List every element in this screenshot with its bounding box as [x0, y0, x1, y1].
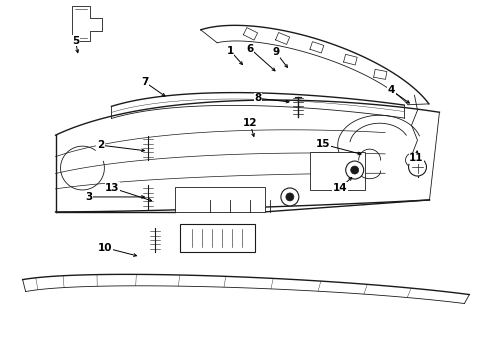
Text: 4: 4 [387, 85, 394, 95]
Circle shape [285, 193, 293, 201]
Polygon shape [243, 28, 257, 40]
Polygon shape [373, 69, 386, 79]
Circle shape [407, 158, 426, 176]
Polygon shape [275, 32, 289, 44]
Text: 12: 12 [242, 118, 257, 128]
Polygon shape [343, 54, 356, 65]
Text: 11: 11 [408, 153, 423, 163]
Bar [309, 152, 364, 190]
Polygon shape [309, 42, 323, 53]
Text: 15: 15 [315, 139, 329, 149]
Text: 1: 1 [226, 45, 233, 55]
Text: 13: 13 [105, 183, 120, 193]
Text: 7: 7 [142, 77, 149, 87]
Text: 5: 5 [72, 36, 79, 46]
Circle shape [350, 166, 358, 174]
Circle shape [345, 161, 363, 179]
Text: 3: 3 [84, 192, 92, 202]
Text: 2: 2 [97, 140, 104, 150]
Bar [175, 187, 264, 212]
Bar [180, 224, 254, 252]
Text: 9: 9 [272, 48, 279, 58]
Text: 10: 10 [98, 243, 112, 253]
Circle shape [280, 188, 298, 206]
Text: 6: 6 [246, 44, 253, 54]
Text: 8: 8 [254, 93, 261, 103]
Text: 14: 14 [332, 183, 346, 193]
